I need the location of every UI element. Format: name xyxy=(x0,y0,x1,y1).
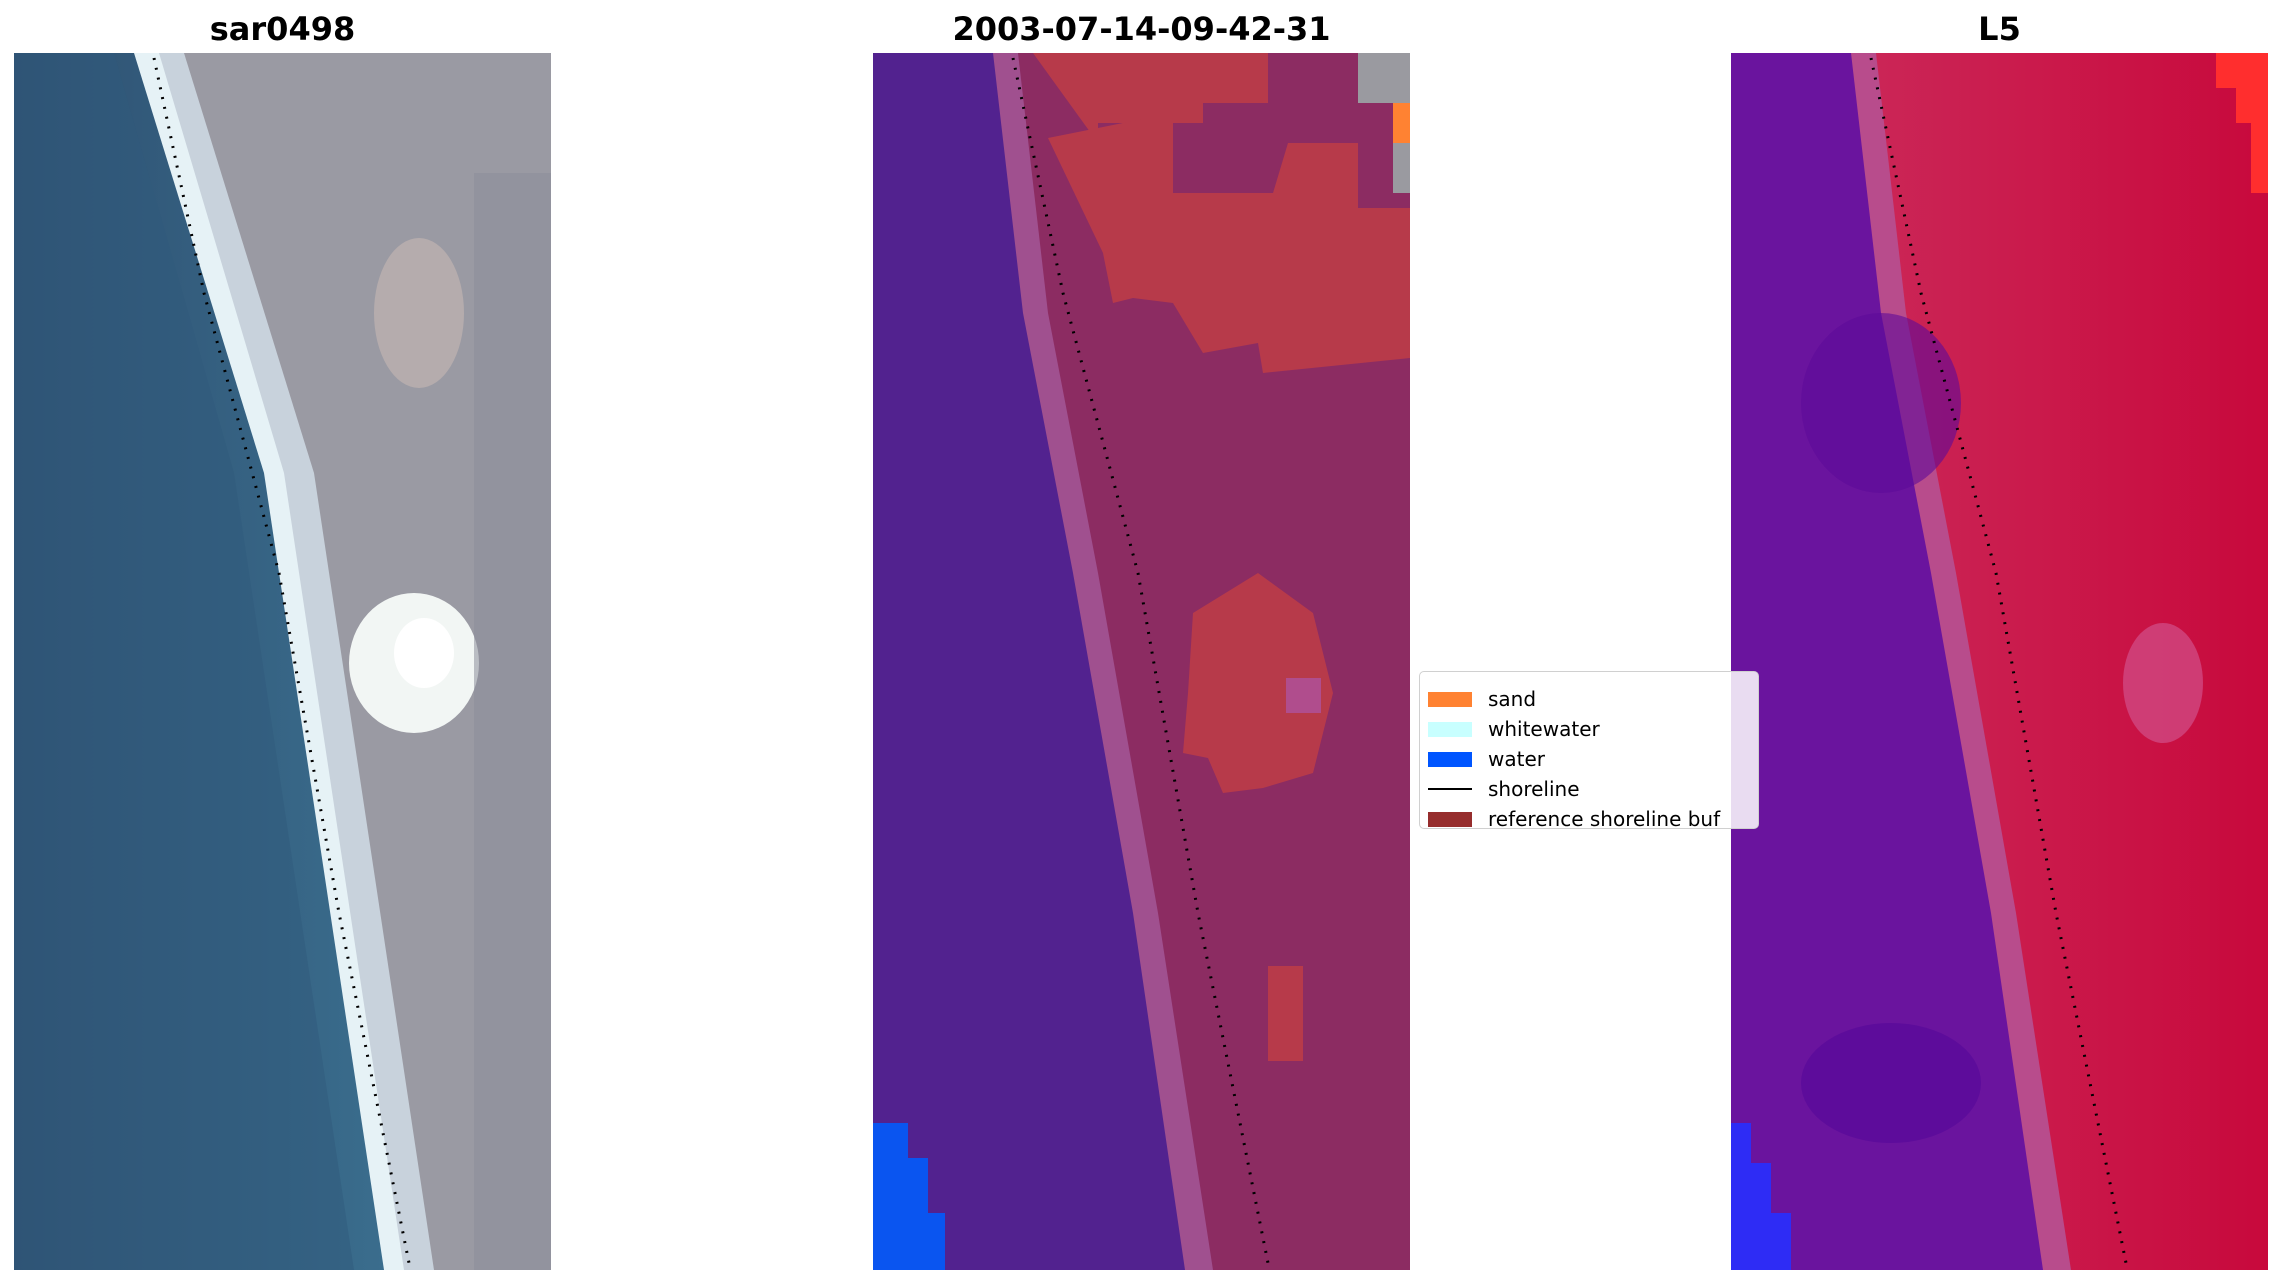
rgb-satellite-image xyxy=(14,53,551,1270)
shoreline xyxy=(1869,57,2128,1264)
shoreline xyxy=(1011,57,1270,1264)
legend: sand whitewater water shoreline referenc… xyxy=(1419,671,1759,831)
legend-item-shoreline: shoreline xyxy=(1428,774,1580,804)
panel-title-classified: 2003-07-14-09-42-31 xyxy=(952,10,1331,48)
panel-title-rgb: sar0498 xyxy=(209,10,356,48)
legend-item-sand: sand xyxy=(1428,684,1536,714)
sand-swatch xyxy=(1428,691,1472,707)
shoreline xyxy=(152,57,411,1264)
legend-label-shoreline: shoreline xyxy=(1488,777,1580,801)
legend-item-reference-buffer: reference shoreline buf xyxy=(1428,804,1720,834)
legend-item-water: water xyxy=(1428,744,1545,774)
water-swatch xyxy=(1428,751,1472,767)
legend-label-reference-buffer: reference shoreline buf xyxy=(1488,807,1721,831)
legend-label-water: water xyxy=(1488,747,1545,771)
reference-buffer-swatch xyxy=(1428,811,1472,827)
whitewater-swatch xyxy=(1428,721,1472,737)
legend-label-sand: sand xyxy=(1488,687,1537,711)
false-color-image xyxy=(1731,53,2268,1270)
legend-item-whitewater: whitewater xyxy=(1428,714,1600,744)
classified-image xyxy=(873,53,1410,1270)
shoreline-line-swatch xyxy=(1428,788,1472,790)
legend-label-whitewater: whitewater xyxy=(1488,717,1600,741)
panel-title-false-color: L5 xyxy=(1978,10,2021,48)
